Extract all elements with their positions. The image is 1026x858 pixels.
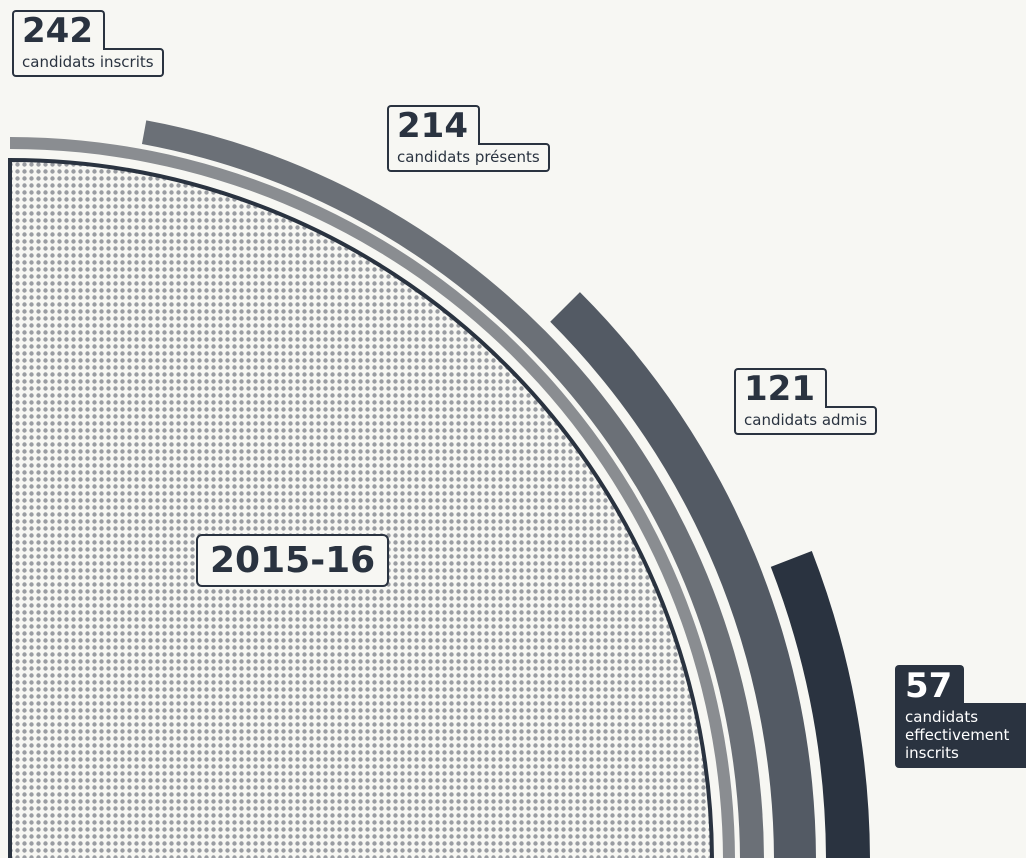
- category-label: candidats présents: [387, 143, 550, 172]
- value-number: 57: [895, 665, 965, 705]
- arc-band: [770, 551, 870, 858]
- arc-band: [550, 292, 816, 858]
- value-number: 214: [387, 105, 480, 145]
- category-label: candidats inscrits: [12, 48, 164, 77]
- disc: [8, 157, 714, 858]
- category-label: candidats effectivement inscrits: [895, 703, 1026, 768]
- value-label: 214 candidats présents: [387, 105, 550, 172]
- value-label: 242 candidats inscrits: [12, 10, 164, 77]
- category-label: candidats admis: [734, 406, 878, 435]
- value-label: 121 candidats admis: [734, 368, 878, 435]
- value-number: 242: [12, 10, 105, 50]
- value-label: 57 candidats effectivement inscrits: [895, 665, 1026, 768]
- center-label: 2015-16: [196, 534, 390, 587]
- value-number: 121: [734, 368, 827, 408]
- arc-band: [141, 120, 764, 858]
